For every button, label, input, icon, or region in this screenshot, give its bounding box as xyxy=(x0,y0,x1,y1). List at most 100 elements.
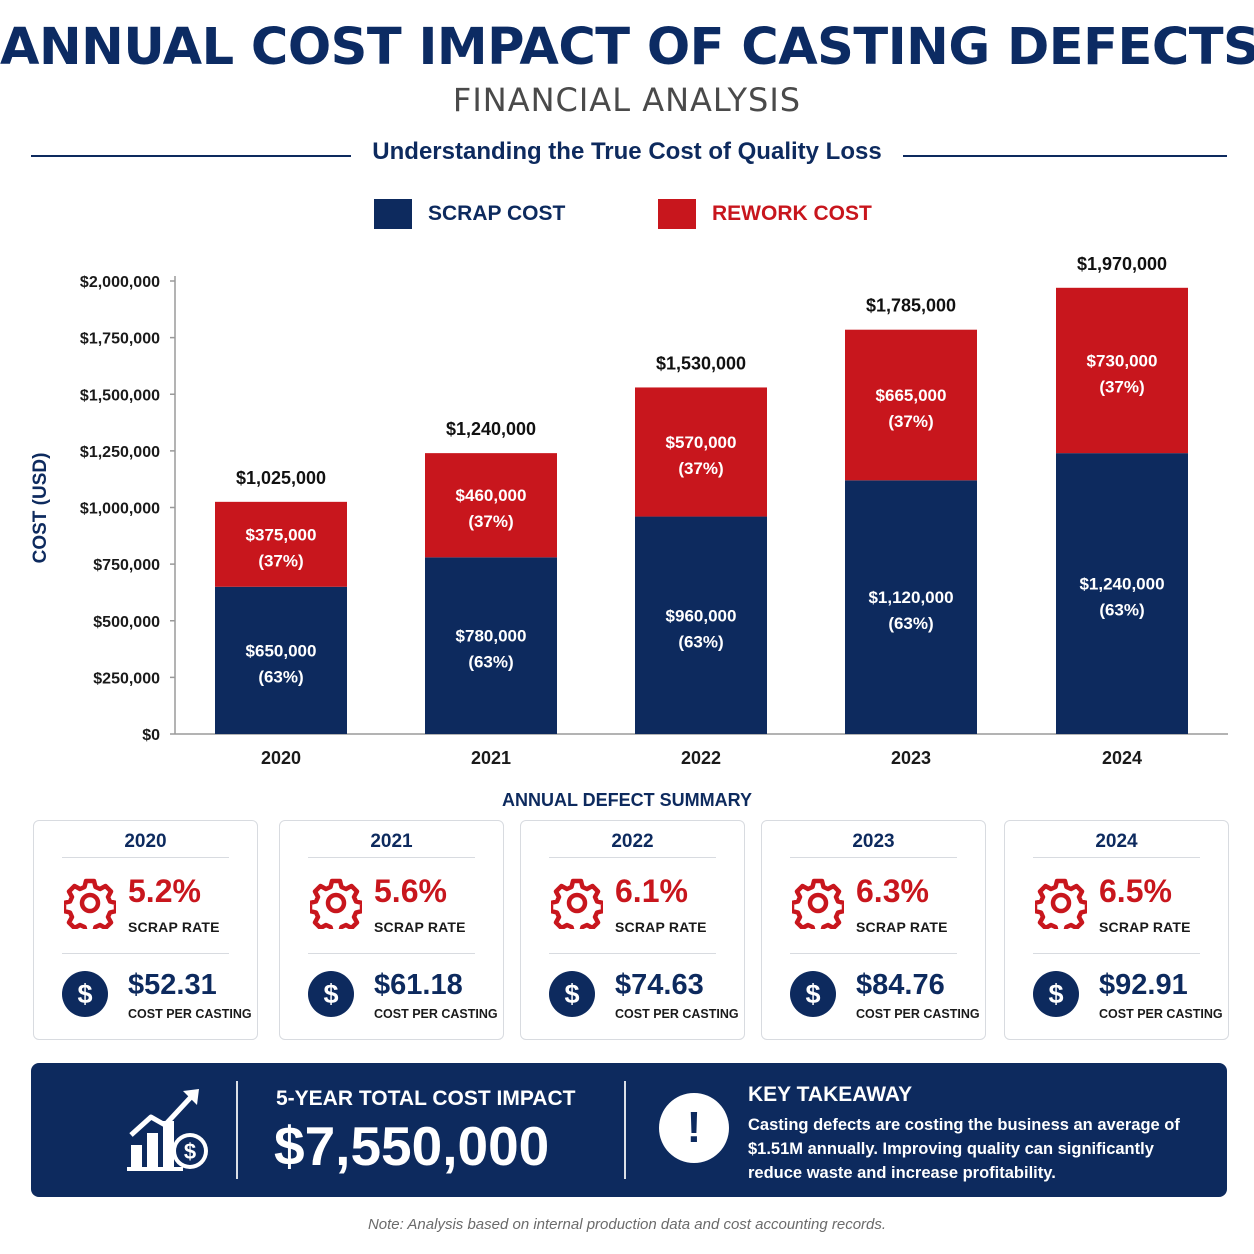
summary-card: 2023 6.3% SCRAP RATE $ $84.76 COST PER C… xyxy=(761,820,986,1040)
bar-scrap xyxy=(635,516,767,734)
bar-total-label: $1,970,000 xyxy=(1077,254,1167,274)
card-divider xyxy=(549,953,716,954)
bar-rework-pct-label: (37%) xyxy=(1099,377,1144,396)
card-divider xyxy=(308,857,475,858)
card-divider xyxy=(62,953,229,954)
gear-icon xyxy=(1035,878,1087,929)
bar-rework xyxy=(1056,287,1188,454)
cost-per-casting-label: COST PER CASTING xyxy=(128,1007,252,1021)
scrap-rate-value: 6.5% xyxy=(1099,873,1172,909)
summary-card: 2020 5.2% SCRAP RATE $ $52.31 COST PER C… xyxy=(33,820,258,1040)
key-takeaway-text: Casting defects are costing the business… xyxy=(748,1116,1180,1182)
bar-scrap-value-label: $960,000 xyxy=(666,606,737,625)
y-tick-label: $1,000,000 xyxy=(80,501,160,518)
summary-card: 2021 5.6% SCRAP RATE $ $61.18 COST PER C… xyxy=(279,820,504,1040)
scrap-rate-label: SCRAP RATE xyxy=(615,919,707,935)
bar-rework xyxy=(425,453,557,558)
scrap-rate-value: 6.3% xyxy=(856,873,929,909)
key-takeaway-label: KEY TAKEAWAY xyxy=(748,1083,913,1106)
bar-rework xyxy=(215,501,347,587)
bar-scrap-pct-label: (63%) xyxy=(1099,601,1144,620)
cost-per-casting-value: $74.63 xyxy=(615,969,704,1001)
bar-scrap-value-label: $1,240,000 xyxy=(1079,575,1164,594)
bar-rework-value-label: $375,000 xyxy=(246,525,317,544)
tagline: Understanding the True Cost of Quality L… xyxy=(372,138,882,165)
card-divider xyxy=(308,953,475,954)
legend-rework-label: REWORK COST xyxy=(712,202,872,225)
cost-per-casting-label: COST PER CASTING xyxy=(615,1007,739,1021)
scrap-rate-label: SCRAP RATE xyxy=(856,919,948,935)
legend-scrap: SCRAP COST xyxy=(374,199,565,229)
cost-per-casting-value: $52.31 xyxy=(128,969,217,1001)
scrap-rate-label: SCRAP RATE xyxy=(128,919,220,935)
dollar-icon: $ xyxy=(308,971,354,1017)
scrap-rate-value: 5.2% xyxy=(128,873,201,909)
y-tick-label: $750,000 xyxy=(93,557,160,574)
bar-scrap xyxy=(215,586,347,734)
card-divider xyxy=(1033,857,1200,858)
cost-per-casting-value: $61.18 xyxy=(374,969,463,1001)
card-divider xyxy=(62,857,229,858)
bar-rework-value-label: $460,000 xyxy=(456,486,527,505)
bar-scrap-pct-label: (63%) xyxy=(258,667,303,686)
chart-growth-dollar-icon: $ xyxy=(127,1089,208,1171)
bar-rework-pct-label: (37%) xyxy=(258,551,303,570)
bar-rework-value-label: $730,000 xyxy=(1087,351,1158,370)
bar-rework-pct-label: (37%) xyxy=(678,459,723,478)
footnote: Note: Analysis based on internal product… xyxy=(367,1216,887,1233)
y-tick-label: $1,500,000 xyxy=(80,387,160,404)
bar-rework-value-label: $570,000 xyxy=(666,433,737,452)
bar-scrap-value-label: $1,120,000 xyxy=(868,588,953,607)
card-divider xyxy=(790,953,957,954)
banner-divider-1 xyxy=(236,1081,238,1179)
svg-text:$: $ xyxy=(184,1139,196,1164)
legend-rework-swatch xyxy=(658,199,696,229)
gear-icon xyxy=(64,878,116,929)
legend-scrap-label: SCRAP COST xyxy=(428,202,566,225)
total-impact-value: $7,550,000 xyxy=(274,1115,550,1177)
scrap-rate-label: SCRAP RATE xyxy=(374,919,466,935)
y-tick-label: $0 xyxy=(142,727,160,744)
dollar-icon: $ xyxy=(549,971,595,1017)
bar-total-label: $1,025,000 xyxy=(236,468,326,488)
dollar-icon: $ xyxy=(1033,971,1079,1017)
bar-scrap-pct-label: (63%) xyxy=(468,653,513,672)
card-year: 2023 xyxy=(852,831,895,852)
legend-scrap-swatch xyxy=(374,199,412,229)
bar-scrap-value-label: $650,000 xyxy=(246,641,317,660)
cost-per-casting-label: COST PER CASTING xyxy=(374,1007,498,1021)
y-tick-label: $250,000 xyxy=(93,670,160,687)
summary-card: 2024 6.5% SCRAP RATE $ $92.91 COST PER C… xyxy=(1004,820,1229,1040)
x-tick-label: 2024 xyxy=(1102,748,1142,768)
summary-banner: $ 5-YEAR TOTAL COST IMPACT $7,550,000 ! … xyxy=(31,1063,1227,1197)
bar-rework-pct-label: (37%) xyxy=(888,412,933,431)
bar-scrap-value-label: $780,000 xyxy=(456,627,527,646)
bar-scrap-pct-label: (63%) xyxy=(888,614,933,633)
bar-rework xyxy=(845,329,977,481)
bar-scrap xyxy=(425,557,557,734)
cost-per-casting-label: COST PER CASTING xyxy=(1099,1007,1223,1021)
card-year: 2024 xyxy=(1095,831,1138,852)
x-tick-label: 2021 xyxy=(471,748,511,768)
x-tick-label: 2023 xyxy=(891,748,931,768)
x-tick-label: 2020 xyxy=(261,748,301,768)
legend-rework: REWORK COST xyxy=(658,199,872,229)
y-tick-label: $2,000,000 xyxy=(80,274,160,291)
page-subtitle: FINANCIAL ANALYSIS xyxy=(452,81,802,119)
gear-icon xyxy=(551,878,603,929)
card-year: 2020 xyxy=(124,831,167,852)
bar-total-label: $1,785,000 xyxy=(866,296,956,316)
stacked-bar-chart: $0 $250,000 $500,000 $750,000 $1,000,000 $1,2… xyxy=(30,254,1228,768)
card-divider xyxy=(790,857,957,858)
y-tick-label: $1,750,000 xyxy=(80,331,160,348)
total-impact-label: 5-YEAR TOTAL COST IMPACT xyxy=(276,1087,576,1110)
summary-heading: ANNUAL DEFECT SUMMARY xyxy=(502,790,752,810)
bar-rework-pct-label: (37%) xyxy=(468,512,513,531)
cost-per-casting-label: COST PER CASTING xyxy=(856,1007,980,1021)
bar-rework-value-label: $665,000 xyxy=(876,386,947,405)
y-tick-label: $1,250,000 xyxy=(80,444,160,461)
bar-total-label: $1,240,000 xyxy=(446,419,536,439)
card-year: 2021 xyxy=(370,831,413,852)
cost-per-casting-value: $84.76 xyxy=(856,969,945,1001)
divider-left xyxy=(31,155,351,157)
